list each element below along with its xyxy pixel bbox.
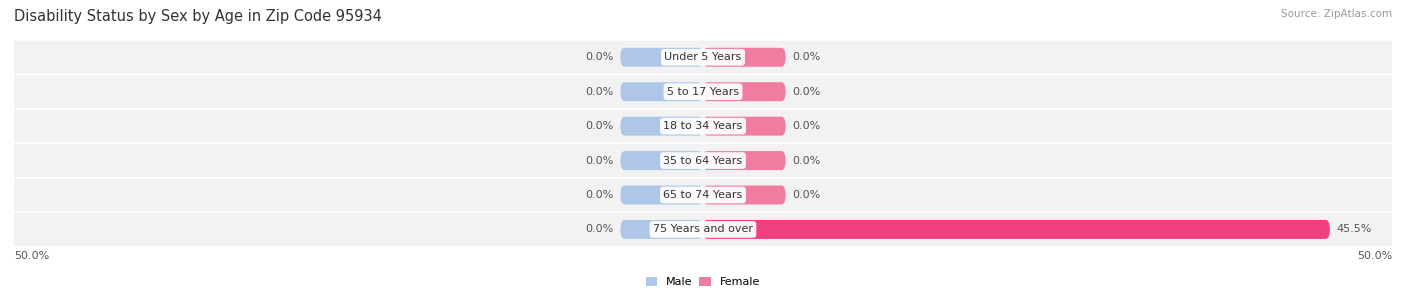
FancyBboxPatch shape bbox=[620, 82, 703, 101]
FancyBboxPatch shape bbox=[703, 220, 1330, 239]
FancyBboxPatch shape bbox=[0, 41, 1406, 74]
Legend: Male, Female: Male, Female bbox=[641, 272, 765, 292]
FancyBboxPatch shape bbox=[0, 213, 1406, 246]
Text: 50.0%: 50.0% bbox=[14, 251, 49, 261]
FancyBboxPatch shape bbox=[620, 151, 703, 170]
Text: 0.0%: 0.0% bbox=[585, 52, 613, 62]
Text: 5 to 17 Years: 5 to 17 Years bbox=[666, 87, 740, 97]
FancyBboxPatch shape bbox=[703, 185, 786, 204]
FancyBboxPatch shape bbox=[703, 117, 786, 136]
Text: 0.0%: 0.0% bbox=[793, 190, 821, 200]
FancyBboxPatch shape bbox=[703, 48, 786, 67]
Text: 35 to 64 Years: 35 to 64 Years bbox=[664, 156, 742, 166]
FancyBboxPatch shape bbox=[703, 82, 786, 101]
FancyBboxPatch shape bbox=[703, 151, 786, 170]
FancyBboxPatch shape bbox=[0, 144, 1406, 177]
Text: 0.0%: 0.0% bbox=[585, 190, 613, 200]
Text: 0.0%: 0.0% bbox=[793, 121, 821, 131]
Text: Source: ZipAtlas.com: Source: ZipAtlas.com bbox=[1281, 9, 1392, 19]
Text: 18 to 34 Years: 18 to 34 Years bbox=[664, 121, 742, 131]
Text: Under 5 Years: Under 5 Years bbox=[665, 52, 741, 62]
Text: 45.5%: 45.5% bbox=[1337, 224, 1372, 235]
Text: 0.0%: 0.0% bbox=[793, 87, 821, 97]
FancyBboxPatch shape bbox=[620, 185, 703, 204]
Text: Disability Status by Sex by Age in Zip Code 95934: Disability Status by Sex by Age in Zip C… bbox=[14, 9, 382, 24]
FancyBboxPatch shape bbox=[620, 117, 703, 136]
Text: 50.0%: 50.0% bbox=[1357, 251, 1392, 261]
Text: 0.0%: 0.0% bbox=[585, 87, 613, 97]
FancyBboxPatch shape bbox=[620, 48, 703, 67]
Text: 0.0%: 0.0% bbox=[793, 156, 821, 166]
FancyBboxPatch shape bbox=[620, 220, 703, 239]
Text: 75 Years and over: 75 Years and over bbox=[652, 224, 754, 235]
FancyBboxPatch shape bbox=[0, 75, 1406, 108]
Text: 0.0%: 0.0% bbox=[585, 224, 613, 235]
FancyBboxPatch shape bbox=[0, 109, 1406, 143]
Text: 0.0%: 0.0% bbox=[585, 156, 613, 166]
Text: 65 to 74 Years: 65 to 74 Years bbox=[664, 190, 742, 200]
Text: 0.0%: 0.0% bbox=[793, 52, 821, 62]
FancyBboxPatch shape bbox=[0, 178, 1406, 212]
Text: 0.0%: 0.0% bbox=[585, 121, 613, 131]
